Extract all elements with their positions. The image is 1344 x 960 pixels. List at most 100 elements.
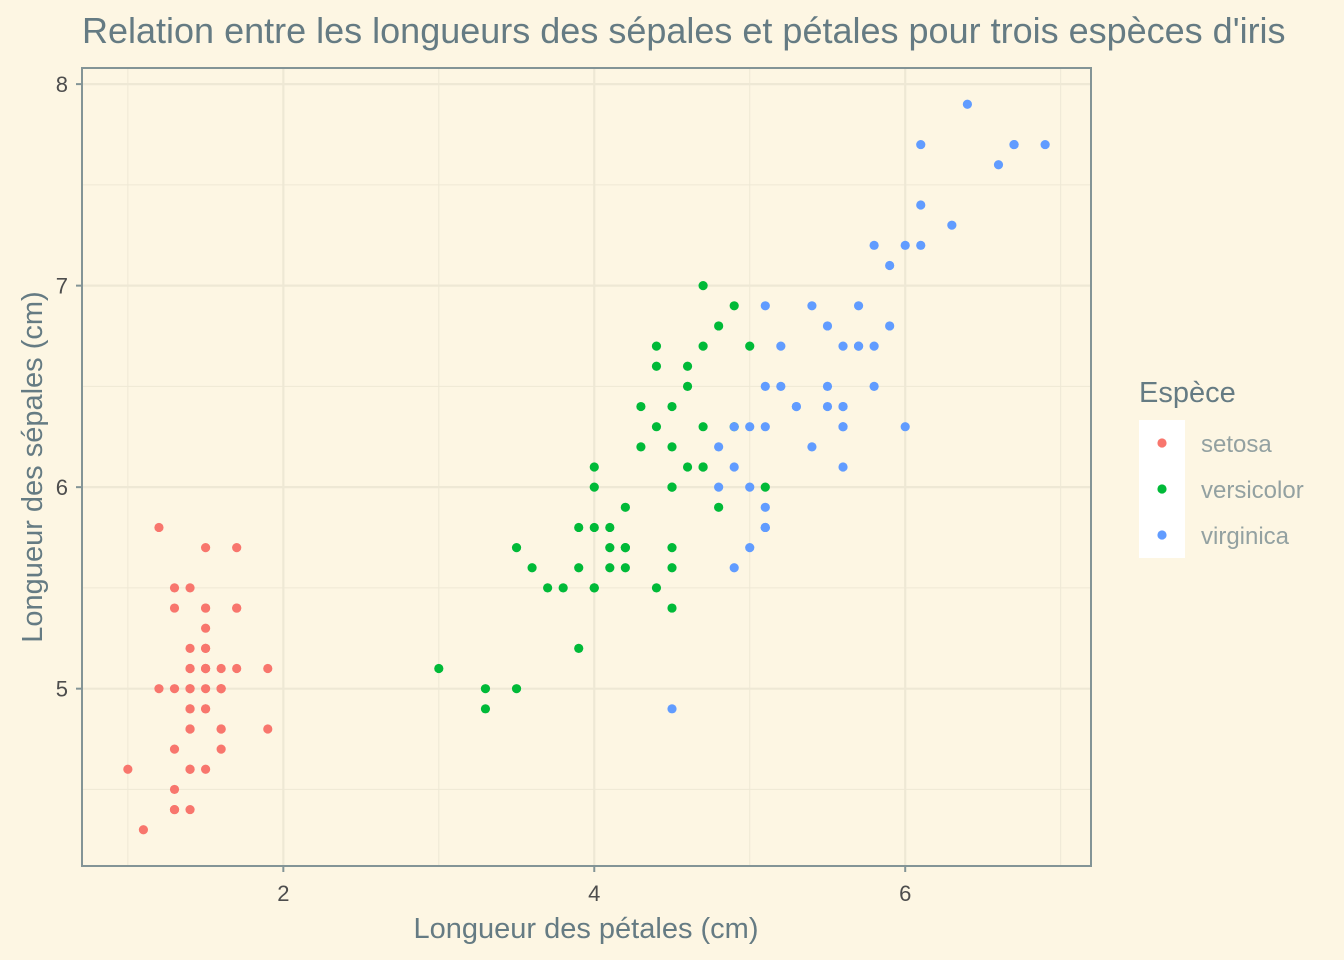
data-point-versicolor: [605, 522, 615, 533]
data-point-virginica: [885, 321, 895, 331]
data-point-versicolor: [620, 563, 630, 573]
data-point-virginica: [838, 422, 848, 432]
data-point-setosa: [138, 825, 149, 835]
minor-gridlines: [82, 68, 1091, 866]
legend: Espèce setosa versicolor virginica: [1139, 377, 1304, 558]
data-point-virginica: [916, 240, 926, 250]
data-point-versicolor: [620, 543, 630, 553]
data-point-versicolor: [589, 583, 599, 593]
legend-label-setosa: setosa: [1201, 431, 1272, 458]
data-point-setosa: [200, 663, 211, 674]
data-point-virginica: [667, 704, 677, 714]
data-point-versicolor: [558, 583, 568, 593]
data-point-setosa: [232, 663, 242, 674]
legend-key-setosa: [1157, 438, 1167, 448]
data-point-virginica: [853, 341, 864, 351]
data-point-versicolor: [667, 401, 677, 412]
legend-key-virginica: [1157, 530, 1167, 540]
data-point-virginica: [900, 422, 910, 432]
data-point-versicolor: [605, 543, 615, 553]
x-axis-ticks: 2 4 6: [277, 866, 911, 906]
data-point-setosa: [263, 663, 273, 674]
data-point-versicolor: [651, 583, 662, 593]
data-point-virginica: [745, 422, 755, 432]
data-point-virginica: [900, 240, 910, 250]
data-point-setosa: [232, 543, 242, 553]
data-point-virginica: [885, 260, 895, 271]
data-point-setosa: [154, 684, 164, 694]
data-point-virginica: [776, 381, 786, 391]
data-point-versicolor: [698, 341, 708, 351]
data-point-setosa: [185, 643, 195, 653]
data-point-versicolor: [511, 684, 522, 694]
data-point-virginica: [838, 401, 848, 412]
legend-title: Espèce: [1139, 377, 1236, 409]
data-point-versicolor: [543, 583, 553, 593]
data-point-setosa: [216, 744, 226, 754]
data-point-versicolor: [480, 704, 491, 714]
y-axis-ticks: 5 6 7 8: [56, 72, 82, 702]
data-point-setosa: [200, 684, 211, 694]
data-point-versicolor: [667, 603, 677, 613]
data-point-setosa: [169, 744, 180, 754]
data-point-virginica: [1009, 139, 1019, 150]
data-point-versicolor: [682, 381, 693, 391]
data-point-virginica: [791, 401, 801, 412]
data-point-virginica: [869, 240, 879, 250]
data-point-setosa: [232, 603, 242, 613]
data-point-setosa: [123, 764, 133, 774]
data-point-virginica: [869, 381, 879, 391]
data-point-virginica: [947, 220, 957, 230]
data-point-setosa: [185, 583, 195, 593]
data-point-setosa: [200, 543, 211, 553]
data-point-setosa: [200, 704, 211, 714]
data-point-setosa: [185, 704, 195, 714]
data-point-setosa: [185, 663, 195, 674]
data-point-setosa: [185, 804, 195, 815]
data-point-virginica: [807, 301, 817, 311]
major-gridlines: [82, 68, 1091, 866]
x-tick-label: 6: [899, 881, 911, 906]
data-point-setosa: [263, 724, 273, 734]
data-point-versicolor: [574, 522, 584, 533]
data-point-virginica: [838, 341, 848, 351]
data-point-versicolor: [667, 543, 677, 553]
data-point-virginica: [745, 543, 755, 553]
legend-label-versicolor: versicolor: [1201, 477, 1304, 504]
data-point-virginica: [822, 401, 833, 412]
plot-border: [81, 67, 1092, 867]
legend-label-virginica: virginica: [1201, 523, 1290, 550]
data-point-setosa: [154, 522, 164, 533]
data-point-setosa: [185, 724, 195, 734]
data-point-versicolor: [714, 321, 724, 331]
data-point-versicolor: [651, 361, 662, 371]
data-point-virginica: [760, 301, 770, 311]
data-point-setosa: [200, 623, 211, 633]
x-axis-title: Longueur des pétales (cm): [414, 913, 759, 945]
data-point-setosa: [200, 643, 211, 653]
data-point-setosa: [169, 603, 180, 613]
data-point-virginica: [714, 442, 724, 452]
data-point-virginica: [729, 422, 739, 432]
y-tick-label: 5: [56, 677, 68, 702]
data-point-virginica: [916, 200, 926, 210]
x-tick-label: 4: [588, 881, 600, 906]
data-point-versicolor: [651, 422, 662, 432]
y-tick-label: 6: [56, 475, 68, 500]
data-point-virginica: [822, 381, 833, 391]
data-point-versicolor: [574, 643, 584, 653]
data-point-virginica: [776, 341, 786, 351]
data-point-versicolor: [729, 301, 739, 311]
data-point-setosa: [216, 684, 226, 694]
data-point-setosa: [200, 603, 211, 613]
data-point-versicolor: [527, 563, 537, 573]
data-point-versicolor: [620, 502, 630, 512]
data-point-virginica: [822, 321, 833, 331]
data-point-virginica: [729, 462, 739, 472]
data-point-virginica: [1040, 139, 1050, 150]
data-point-virginica: [760, 522, 770, 533]
data-point-versicolor: [745, 341, 755, 351]
data-point-virginica: [760, 381, 770, 391]
data-point-virginica: [869, 341, 879, 351]
